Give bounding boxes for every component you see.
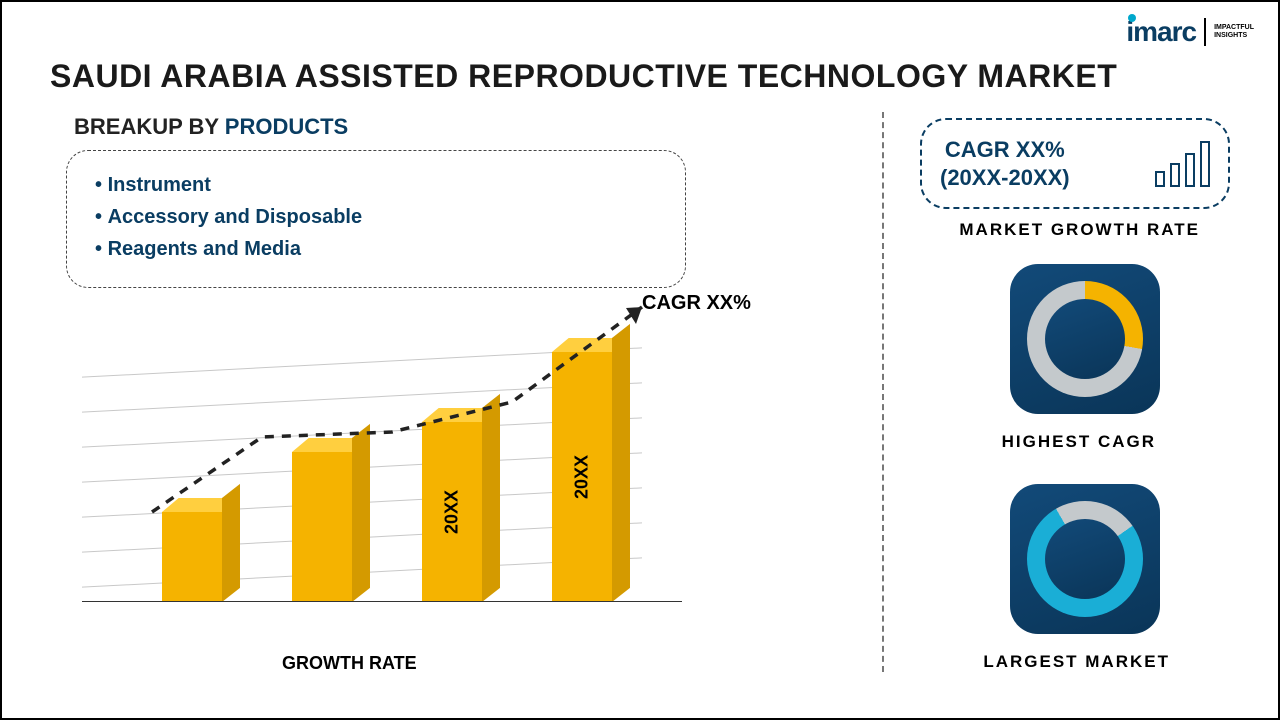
bar-year-label: 20XX (572, 455, 593, 499)
breakup-accent: PRODUCTS (225, 114, 348, 139)
chart-baseline (82, 601, 682, 602)
chart-bar: 20XX (422, 422, 482, 602)
largest-market-value: XX (1072, 548, 1099, 571)
product-item: Reagents and Media (95, 233, 657, 265)
products-list: Instrument Accessory and Disposable Reag… (95, 169, 657, 265)
chart-x-title: GROWTH RATE (282, 653, 417, 674)
brand-logo: imarc IMPACTFUL INSIGHTS (1126, 16, 1254, 48)
logo-text: imarc (1126, 16, 1196, 47)
chart-bar (162, 512, 222, 602)
vertical-divider (882, 112, 884, 672)
highest-cagr-donut: XX% (1027, 281, 1143, 397)
bar-year-label: 20XX (442, 490, 463, 534)
product-item: Instrument (95, 169, 657, 201)
mini-bars-icon (1155, 141, 1210, 187)
cagr-summary-box: CAGR XX% (20XX-20XX) (920, 118, 1230, 209)
chart-bar (292, 452, 352, 602)
products-box: Instrument Accessory and Disposable Reag… (66, 150, 686, 288)
logo-tagline: IMPACTFUL INSIGHTS (1214, 24, 1254, 39)
highest-cagr-label: HIGHEST CAGR (1002, 432, 1156, 452)
largest-market-donut: XX (1027, 501, 1143, 617)
highest-cagr-tile: XX% (1010, 264, 1160, 414)
logo-divider (1204, 18, 1206, 46)
highest-cagr-value: XX% (1063, 328, 1107, 351)
largest-market-tile: XX (1010, 484, 1160, 634)
chart-cagr-label: CAGR XX% (642, 292, 751, 315)
breakup-prefix: BREAKUP BY (74, 114, 225, 139)
cagr-summary-text: CAGR XX% (20XX-20XX) (940, 136, 1070, 191)
chart-bar: 20XX (552, 352, 612, 602)
breakup-heading: BREAKUP BY PRODUCTS (74, 114, 348, 140)
product-item: Accessory and Disposable (95, 201, 657, 233)
market-growth-rate-label: MARKET GROWTH RATE (959, 220, 1200, 240)
growth-bar-chart: 20XX20XX CAGR XX% GROWTH RATE (82, 312, 722, 642)
largest-market-label: LARGEST MARKET (983, 652, 1170, 672)
page-title: SAUDI ARABIA ASSISTED REPRODUCTIVE TECHN… (50, 58, 1117, 95)
